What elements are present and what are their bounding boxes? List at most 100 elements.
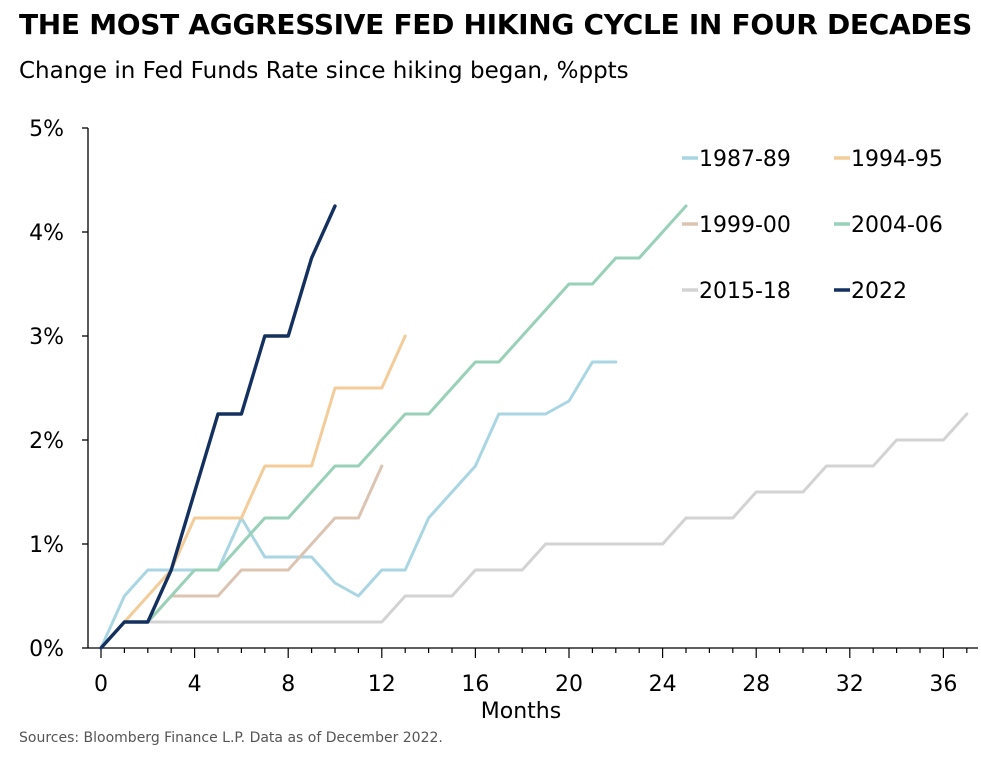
y-tick-label: 0%: [29, 637, 64, 662]
data-point: [380, 386, 384, 390]
series-2004-06: [99, 204, 688, 650]
data-point: [146, 620, 150, 624]
data-point: [286, 555, 290, 559]
series-line: [99, 334, 407, 650]
data-point: [146, 568, 150, 572]
legend-item: 2022: [834, 279, 907, 304]
data-point: [591, 542, 594, 546]
data-point: [263, 568, 267, 572]
series-line: [99, 360, 618, 650]
x-tick-label: 28: [742, 672, 770, 697]
data-point: [403, 334, 407, 338]
series-2022: [99, 204, 337, 650]
data-point: [567, 282, 571, 286]
legend: 1987-89 1994-95 1999-00 2004-06 2015-18 2022: [682, 147, 943, 304]
data-point: [614, 256, 618, 260]
data-point: [240, 412, 243, 416]
data-point: [333, 204, 337, 208]
data-point: [333, 581, 337, 585]
data-point: [193, 490, 196, 494]
legend-item: 2004-06: [834, 213, 943, 238]
data-point: [918, 438, 922, 442]
data-point: [380, 464, 384, 468]
data-point: [801, 490, 805, 494]
data-point: [263, 620, 267, 624]
data-point: [99, 646, 103, 650]
data-point: [263, 516, 267, 520]
x-tick-label: 24: [649, 672, 677, 697]
data-point: [310, 490, 313, 494]
series-1987-89: [99, 360, 618, 650]
data-point: [520, 568, 524, 572]
data-point: [708, 516, 711, 520]
data-point: [591, 360, 594, 364]
data-point: [357, 386, 360, 390]
series-line: [99, 204, 688, 650]
data-point: [871, 464, 875, 468]
data-point: [450, 386, 454, 390]
data-point: [310, 542, 313, 546]
data-point: [286, 334, 290, 338]
data-point: [263, 555, 267, 559]
source-note: Sources: Bloomberg Finance L.P. Data as …: [19, 730, 443, 746]
x-tick-label: 4: [188, 672, 202, 697]
x-tick-label: 8: [281, 672, 295, 697]
x-tick-label: 0: [94, 672, 108, 697]
data-point: [684, 516, 688, 520]
data-point: [193, 568, 196, 572]
data-point: [193, 620, 196, 624]
data-point: [497, 568, 501, 572]
data-point: [123, 620, 126, 624]
legend-label: 2022: [851, 279, 907, 304]
data-point: [450, 594, 454, 598]
data-point: [637, 542, 641, 546]
data-point: [240, 542, 243, 546]
legend-label: 1987-89: [699, 147, 791, 172]
x-tick-label: 36: [929, 672, 957, 697]
data-point: [216, 412, 220, 416]
data-point: [380, 568, 384, 572]
x-tick-label: 20: [555, 672, 583, 697]
data-point: [965, 412, 969, 416]
data-point: [825, 464, 828, 468]
data-point: [544, 412, 547, 416]
data-point: [403, 594, 407, 598]
data-point: [848, 464, 852, 468]
data-point: [731, 516, 735, 520]
data-point: [216, 568, 220, 572]
x-tick-label: 12: [368, 672, 396, 697]
legend-item: 1987-89: [682, 147, 791, 172]
data-point: [193, 594, 196, 598]
data-point: [216, 594, 220, 598]
y-tick-label: 3%: [29, 325, 64, 350]
data-point: [310, 464, 313, 468]
data-point: [286, 620, 290, 624]
data-point: [357, 516, 360, 520]
x-tick-label: 32: [836, 672, 864, 697]
data-point: [333, 386, 337, 390]
data-point: [427, 412, 430, 416]
data-point: [380, 620, 384, 624]
data-point: [286, 568, 290, 572]
data-point: [567, 542, 571, 546]
data-point: [357, 464, 360, 468]
data-point: [427, 594, 430, 598]
data-point: [310, 555, 313, 559]
data-point: [754, 490, 758, 494]
data-point: [520, 412, 524, 416]
x-axis-label: Months: [481, 699, 561, 724]
data-point: [240, 620, 243, 624]
data-point: [778, 490, 781, 494]
data-point: [567, 399, 571, 403]
data-point: [520, 334, 524, 338]
data-point: [380, 438, 384, 442]
data-point: [216, 620, 220, 624]
data-point: [474, 568, 477, 572]
data-point: [497, 412, 501, 416]
legend-label: 2004-06: [851, 213, 943, 238]
data-point: [895, 438, 898, 442]
data-point: [333, 464, 337, 468]
axes: 0% 1% 2% 3% 4% 5% 0 4 8 12 16 20 24 28 32 36: [29, 117, 978, 697]
data-point: [146, 594, 150, 598]
data-point: [661, 542, 664, 546]
